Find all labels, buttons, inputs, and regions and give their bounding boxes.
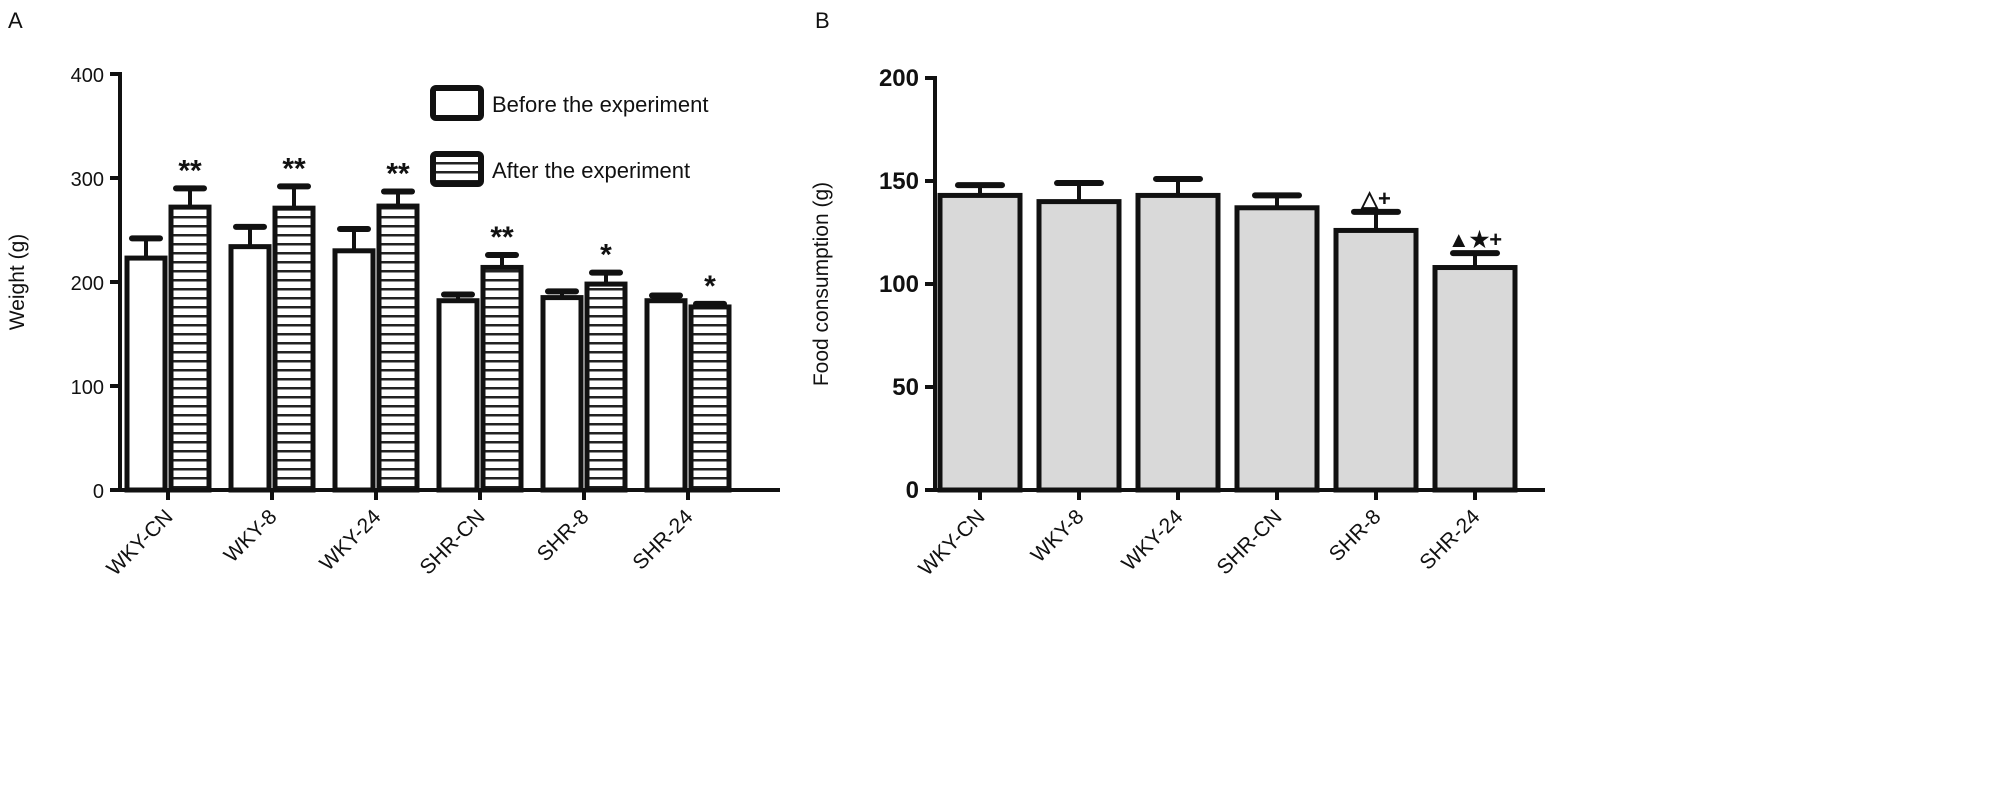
bar-wky-8-s0 [228,244,272,493]
bar-shr-8-s0 [1333,227,1419,493]
bar-wky-cn-s0 [937,192,1023,493]
y-axis-label: Weight (g) [6,234,29,330]
significance-marker: △+ [1360,186,1391,211]
bar-wky-cn-s0 [124,255,168,493]
x-tick-label: WKY-CN [914,505,989,580]
panel-label: B [815,8,830,33]
legend-label: After the experiment [492,158,690,183]
y-tick-label: 150 [879,168,919,195]
significance-marker: ** [178,154,202,187]
bar-shr-24-s0 [644,298,688,493]
x-tick-label: SHR-CN [416,505,490,579]
legend-label: Before the experiment [492,92,708,117]
y-tick-label: 200 [879,65,919,92]
significance-marker: ▲★+ [1448,227,1502,252]
x-tick-label: SHR-CN [1213,505,1287,579]
x-tick-label: SHR-24 [1415,505,1484,574]
x-tick-label: WKY-24 [1117,505,1187,575]
y-tick-label: 100 [71,377,104,399]
significance-marker: ** [490,221,514,254]
legend-swatch-1 [430,151,484,187]
bar-shr-cn-s0 [436,298,480,493]
bar-wky-24-s0 [332,248,376,493]
bar-wky-24-s1 [376,203,420,493]
y-tick-label: 0 [93,481,104,503]
significance-marker: * [704,270,716,303]
bar-wky-8-s0 [1036,199,1122,493]
bar-shr-cn-s0 [1234,205,1320,493]
bar-shr-8-s1 [584,281,628,493]
x-tick-label: WKY-8 [220,505,282,567]
legend-swatch-0 [430,85,484,121]
y-tick-label: 0 [906,477,919,504]
significance-marker: * [600,239,612,272]
y-axis-label: Food consumption (g) [810,182,833,386]
y-tick-label: 300 [71,169,104,191]
bar-wky-8-s1 [272,205,316,493]
x-tick-label: SHR-8 [1325,505,1386,566]
x-tick-label: WKY-CN [102,505,177,580]
y-tick-label: 50 [892,374,919,401]
panel-label: A [8,8,23,33]
significance-marker: ** [282,152,306,185]
bar-shr-8-s0 [540,295,584,493]
y-tick-label: 100 [879,271,919,298]
bar-wky-cn-s1 [168,204,212,493]
x-tick-label: SHR-8 [533,505,594,566]
x-tick-label: SHR-24 [628,505,697,574]
bar-shr-24-s0 [1432,265,1518,493]
x-tick-label: WKY-24 [315,505,385,575]
significance-marker: ** [386,158,410,191]
bar-shr-cn-s1 [480,264,524,493]
y-tick-label: 400 [71,65,104,87]
x-tick-label: WKY-8 [1027,505,1089,567]
y-tick-label: 200 [71,273,104,295]
bar-shr-24-s1 [688,304,732,493]
bar-wky-24-s0 [1135,192,1221,493]
